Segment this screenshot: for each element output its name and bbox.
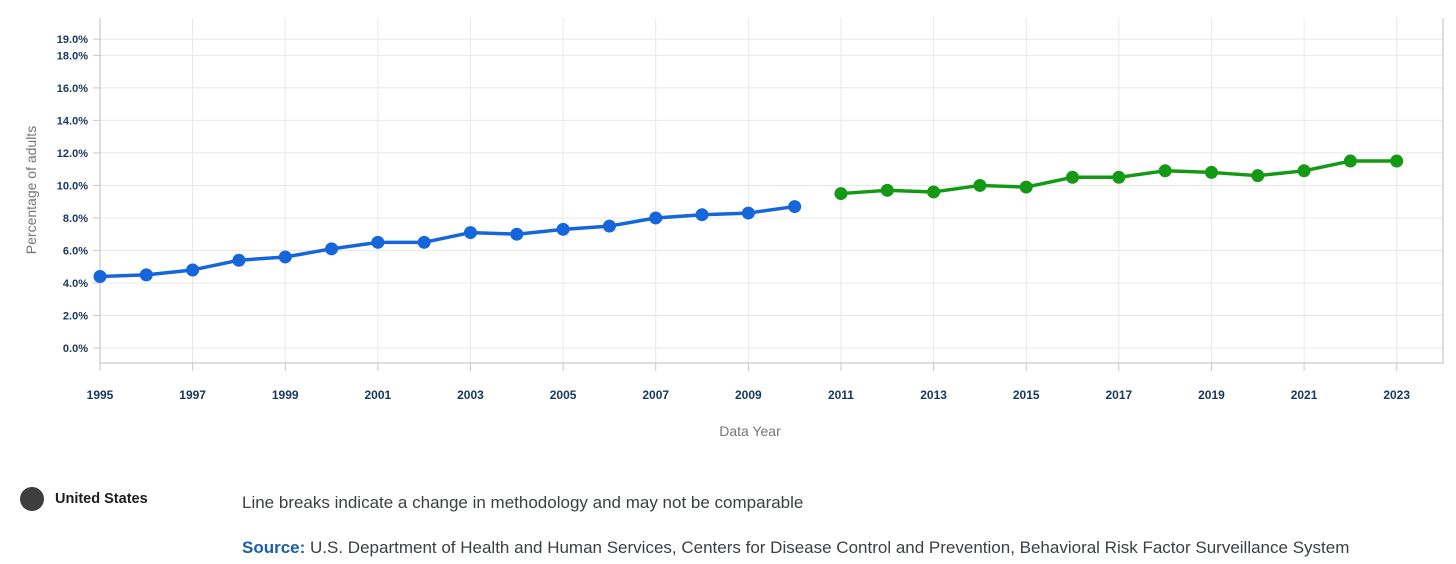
y-tick-label: 6.0% xyxy=(63,245,88,257)
x-tick-label: 2023 xyxy=(1383,388,1410,402)
y-tick-label: 12.0% xyxy=(57,148,88,160)
data-point[interactable] xyxy=(510,227,524,241)
data-point[interactable] xyxy=(325,242,339,256)
source-label: Source: xyxy=(242,538,306,557)
data-point[interactable] xyxy=(1019,180,1033,194)
methodology-note: Line breaks indicate a change in methodo… xyxy=(242,493,804,512)
x-tick-label: 2015 xyxy=(1013,388,1040,402)
data-point[interactable] xyxy=(1112,170,1126,184)
x-tick-label: 2003 xyxy=(457,388,484,402)
data-point[interactable] xyxy=(463,226,477,240)
x-tick-label: 2017 xyxy=(1105,388,1132,402)
x-tick-label: 2007 xyxy=(642,388,669,402)
data-point[interactable] xyxy=(1251,169,1265,183)
y-tick-label: 10.0% xyxy=(57,180,88,192)
data-point[interactable] xyxy=(232,253,246,267)
x-tick-label: 2021 xyxy=(1291,388,1318,402)
data-point[interactable] xyxy=(602,219,616,233)
data-point[interactable] xyxy=(1204,165,1218,179)
data-point[interactable] xyxy=(649,211,663,225)
y-tick-label: 18.0% xyxy=(57,50,88,62)
x-tick-label: 2011 xyxy=(828,388,854,402)
y-tick-label: 2.0% xyxy=(63,310,88,322)
legend-label: United States xyxy=(55,491,148,507)
data-point[interactable] xyxy=(788,200,802,214)
data-point[interactable] xyxy=(139,268,153,282)
data-point[interactable] xyxy=(695,208,709,222)
data-point[interactable] xyxy=(1066,170,1080,184)
data-point[interactable] xyxy=(556,222,570,236)
data-point[interactable] xyxy=(1297,164,1311,178)
source-text: U.S. Department of Health and Human Serv… xyxy=(305,538,1350,557)
data-point[interactable] xyxy=(1343,154,1357,168)
data-point[interactable] xyxy=(1390,154,1404,168)
data-point[interactable] xyxy=(93,269,107,283)
data-point[interactable] xyxy=(278,250,292,264)
data-point[interactable] xyxy=(973,178,987,192)
x-axis-title: Data Year xyxy=(719,423,781,439)
data-point[interactable] xyxy=(927,185,941,199)
series-line xyxy=(98,204,797,279)
line-chart-plot: 19.0% 18.0% 16.0% 14.0% 12.0% 10.0% 8.0% 6.0% 4.… xyxy=(57,18,1444,402)
y-axis-title: Percentage of adults xyxy=(23,125,39,255)
x-tick-label: 2009 xyxy=(735,388,762,402)
y-tick-label: 14.0% xyxy=(57,115,88,127)
x-tick-label: 1995 xyxy=(87,388,114,402)
data-point[interactable] xyxy=(834,187,848,201)
data-point[interactable] xyxy=(371,235,385,249)
legend: United States xyxy=(20,487,148,511)
y-tick-label: 8.0% xyxy=(63,213,88,225)
data-point[interactable] xyxy=(1158,164,1172,178)
y-tick-label: 19.0% xyxy=(57,34,88,46)
y-tick-label: 16.0% xyxy=(57,83,88,95)
data-point[interactable] xyxy=(880,183,894,197)
legend-dot-icon xyxy=(20,487,44,511)
data-point[interactable] xyxy=(417,235,431,249)
x-tick-label: 1999 xyxy=(272,388,299,402)
y-tick-label: 0.0% xyxy=(63,343,88,355)
x-tick-label: 1997 xyxy=(179,388,206,402)
data-point[interactable] xyxy=(186,263,200,277)
source-line: Source: U.S. Department of Health and Hu… xyxy=(242,538,1442,558)
x-tick-label: 2019 xyxy=(1198,388,1225,402)
x-tick-label: 2013 xyxy=(920,388,947,402)
data-point[interactable] xyxy=(741,206,755,220)
x-tick-label: 2001 xyxy=(365,388,392,402)
y-tick-label: 4.0% xyxy=(63,278,88,290)
x-tick-label: 2005 xyxy=(550,388,577,402)
